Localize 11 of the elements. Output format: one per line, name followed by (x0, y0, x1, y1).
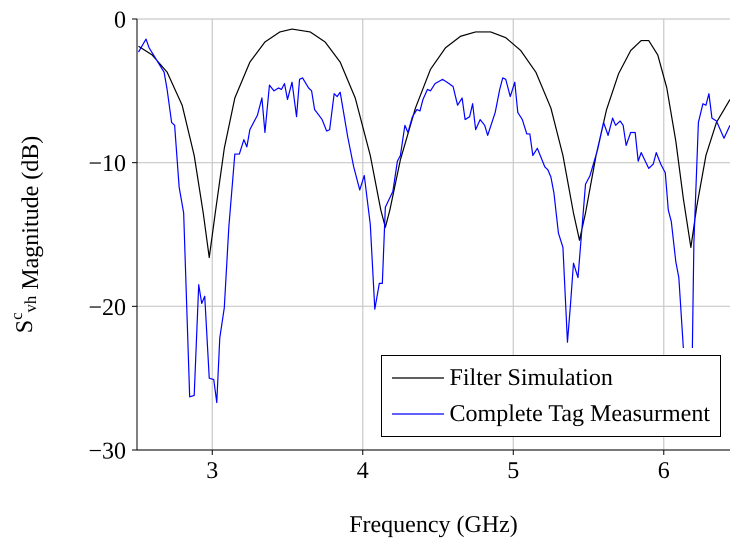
x-tick-label: 5 (507, 458, 520, 484)
y-tick-label: −30 (88, 438, 126, 465)
x-tick-label: 6 (658, 458, 670, 484)
legend-label: Complete Tag Measurment (450, 400, 710, 429)
x-tick-label: 4 (356, 458, 369, 484)
x-tick-label: 3 (206, 458, 218, 484)
legend-label: Filter Simulation (450, 364, 613, 393)
y-tick-label: −10 (88, 151, 126, 178)
y-tick-label: 0 (114, 8, 126, 34)
y-tick-label: −20 (88, 294, 126, 321)
x-axis-title: Frequency (GHz) (349, 512, 518, 538)
